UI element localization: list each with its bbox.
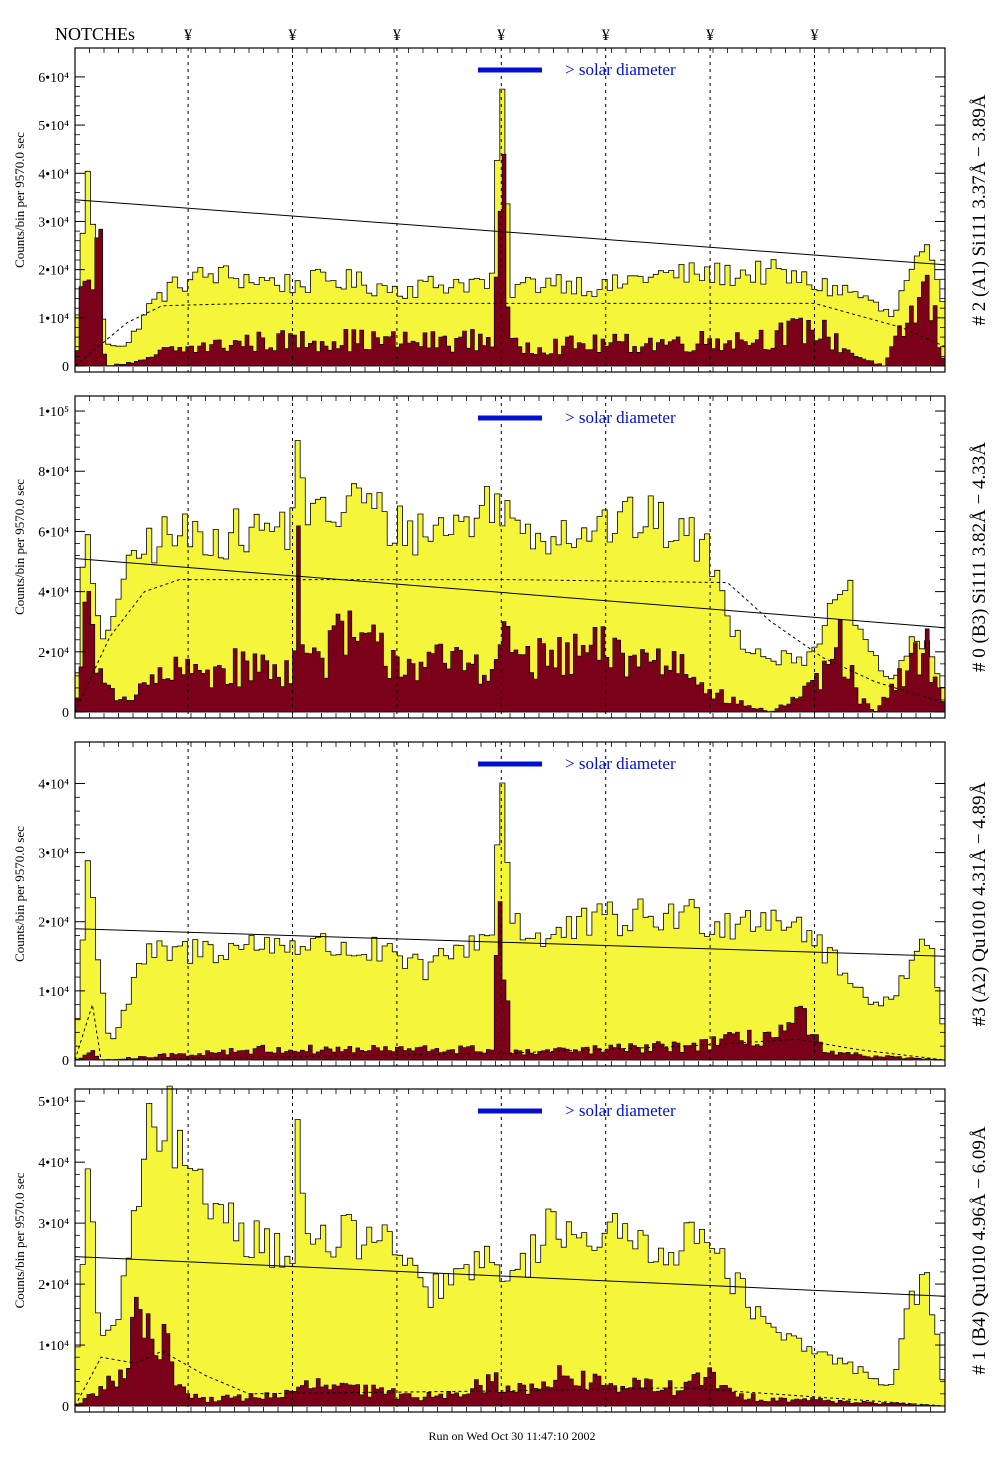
y-tick-label: 1•10⁴: [38, 312, 69, 327]
model-curve-3: [74, 1004, 946, 1061]
run-footer: Run on Wed Oct 30 11:47:10 2002: [428, 1429, 595, 1443]
solar-diameter-label-2: > solar diameter: [565, 408, 676, 427]
y-axis-label-3: Counts/bin per 9570.0 sec: [12, 826, 27, 962]
notch-symbol-5: ¥: [602, 27, 610, 44]
panel-label-1: # 2 (A1) Si111 3.37Å − 3.89Å: [969, 94, 990, 325]
model-curve-1: [74, 302, 946, 367]
y-tick-label: 4•10⁴: [38, 777, 69, 792]
y-axis-label-2: Counts/bin per 9570.0 sec: [12, 479, 27, 615]
reference-line-3: [74, 928, 946, 957]
notch-symbols: ¥ ¥ ¥ ¥ ¥ ¥ ¥: [184, 27, 818, 44]
y-tick-label: 0: [62, 360, 69, 375]
y-tick-label: 4•10⁴: [38, 586, 69, 601]
y-tick-label: 5•10⁴: [38, 1095, 69, 1110]
panel-1: 0 1•10⁴ 2•10⁴ 3•10⁴ 4•10⁴ 5•10⁴ 6•10⁴ Counts/bi…: [12, 47, 990, 375]
y-axis-label-4: Counts/bin per 9570.0 sec: [12, 1172, 27, 1308]
outer-histogram-4: [74, 1085, 946, 1407]
reference-line-4: [74, 1256, 946, 1297]
y-tick-label: 2•10⁴: [38, 916, 69, 931]
model-curve-4: [74, 1350, 946, 1407]
y-tick-label: 2•10⁴: [38, 1278, 69, 1293]
inner-histogram-1: [74, 153, 946, 367]
y-tick-label: 3•10⁴: [38, 847, 69, 862]
y-tick-label: 5•10⁴: [38, 119, 69, 134]
notch-symbol-3: ¥: [393, 27, 401, 44]
solar-diameter-label-4: > solar diameter: [565, 1101, 676, 1120]
notch-symbol-1: ¥: [184, 27, 192, 44]
inner-histogram-4: [74, 1296, 946, 1407]
notch-symbol-7: ¥: [811, 27, 819, 44]
reference-line-1: [74, 199, 946, 266]
notch-symbol-6: ¥: [706, 27, 714, 44]
y-tick-label: 8•10⁴: [38, 465, 69, 480]
solar-diameter-label-3: > solar diameter: [565, 754, 676, 773]
y-tick-label: 3•10⁴: [38, 215, 69, 230]
solar-diameter-label-1: > solar diameter: [565, 60, 676, 79]
y-axis-label-1: Counts/bin per 9570.0 sec: [12, 132, 27, 268]
outer-histogram-3: [74, 782, 946, 1061]
y-tick-label: 1•10⁴: [38, 985, 69, 1000]
outer-histogram-1: [74, 88, 946, 367]
y-tick-label: 1•10⁴: [38, 1339, 69, 1354]
y-tick-label: 1•10⁵: [38, 405, 69, 420]
notch-symbol-2: ¥: [289, 27, 297, 44]
panel-3: 0 1•10⁴ 2•10⁴ 3•10⁴ 4•10⁴ Counts/bin per 9570…: [12, 741, 990, 1069]
panel-4: 0 1•10⁴ 2•10⁴ 3•10⁴ 4•10⁴ 5•10⁴ Counts/bin per…: [12, 1085, 990, 1415]
y-tick-label: 6•10⁴: [38, 525, 69, 540]
y-tick-label: 2•10⁴: [38, 264, 69, 279]
y-tick-label: 0: [62, 1400, 69, 1415]
panel-label-2: # 0 (B3) Si111 3.82Å − 4.33Å: [969, 442, 990, 672]
y-tick-label: 0: [62, 706, 69, 721]
y-tick-label: 2•10⁴: [38, 646, 69, 661]
panel-label-4: # 1 (B4) Qu1010 4.96Å − 6.09Å: [969, 1126, 990, 1374]
notches-label: NOTCHEs: [55, 24, 135, 44]
notch-symbol-4: ¥: [497, 27, 505, 44]
panel-2: 0 2•10⁴ 4•10⁴ 6•10⁴ 8•10⁴ 1•10⁵ Counts/bin per…: [12, 395, 990, 721]
y-tick-label: 4•10⁴: [38, 1156, 69, 1171]
y-tick-label: 4•10⁴: [38, 167, 69, 182]
y-tick-label: 3•10⁴: [38, 1217, 69, 1232]
y-tick-label: 0: [62, 1054, 69, 1069]
inner-histogram-2: [74, 525, 946, 713]
y-tick-label: 6•10⁴: [38, 71, 69, 86]
panel-label-3: #3 (A2) Qu1010 4.31Å − 4.89Å: [969, 781, 990, 1026]
reference-line-2: [74, 558, 946, 629]
panels: 0 1•10⁴ 2•10⁴ 3•10⁴ 4•10⁴ 5•10⁴ 6•10⁴ Counts/bi…: [12, 47, 990, 1415]
